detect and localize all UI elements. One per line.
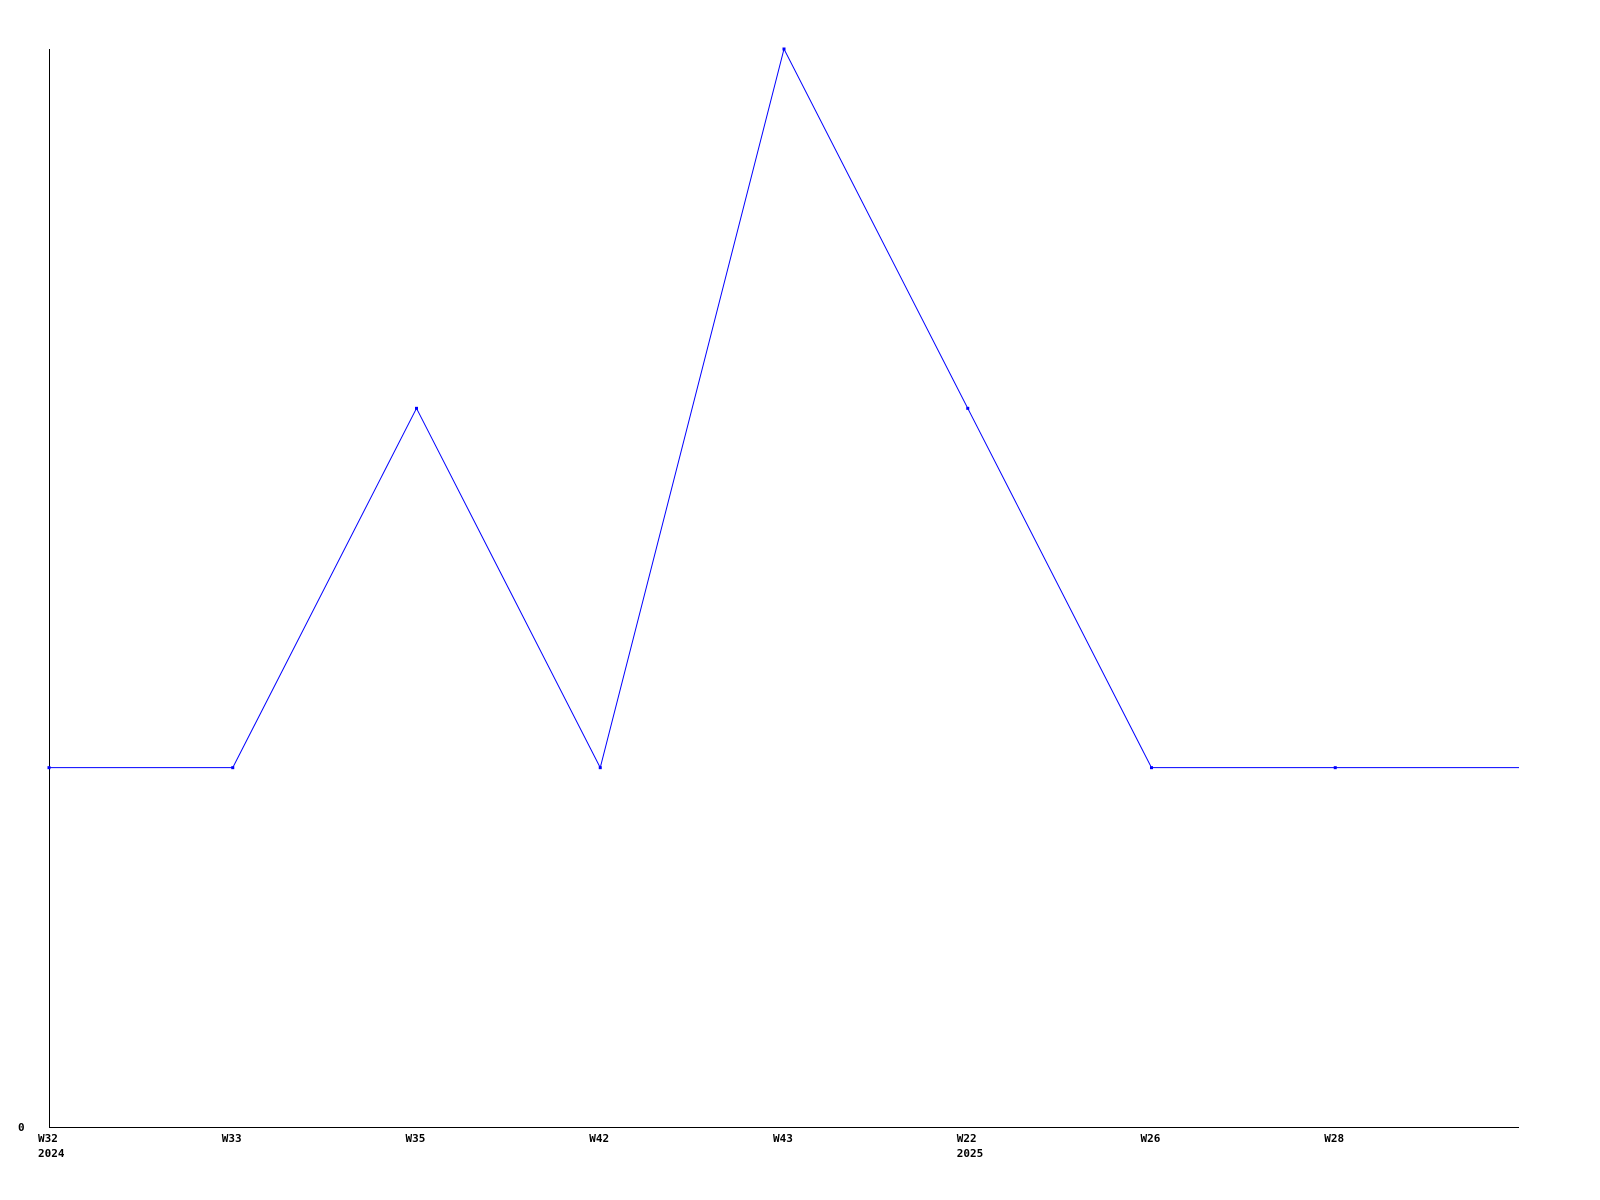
y-tick-label: 0	[18, 1121, 25, 1134]
x-year-label: 2025	[957, 1147, 984, 1160]
data-point	[598, 766, 602, 770]
x-tick-label: W28	[1324, 1132, 1344, 1145]
data-point	[415, 406, 418, 410]
data-point	[231, 766, 235, 770]
x-tick-label: W26	[1141, 1132, 1161, 1145]
x-tick-label: W22	[957, 1132, 977, 1145]
data-point	[1333, 766, 1337, 770]
series-line	[49, 47, 1519, 770]
x-year-label: 2024	[38, 1147, 65, 1160]
data-point	[966, 406, 970, 410]
x-tick-label: W35	[406, 1132, 426, 1145]
data-point	[782, 47, 786, 51]
x-tick-label: W33	[222, 1132, 242, 1145]
data-point	[1150, 766, 1153, 770]
x-tick-label: W42	[589, 1132, 609, 1145]
x-tick-label: W32	[38, 1132, 58, 1145]
data-point	[47, 766, 51, 770]
x-tick-label: W43	[773, 1132, 793, 1145]
